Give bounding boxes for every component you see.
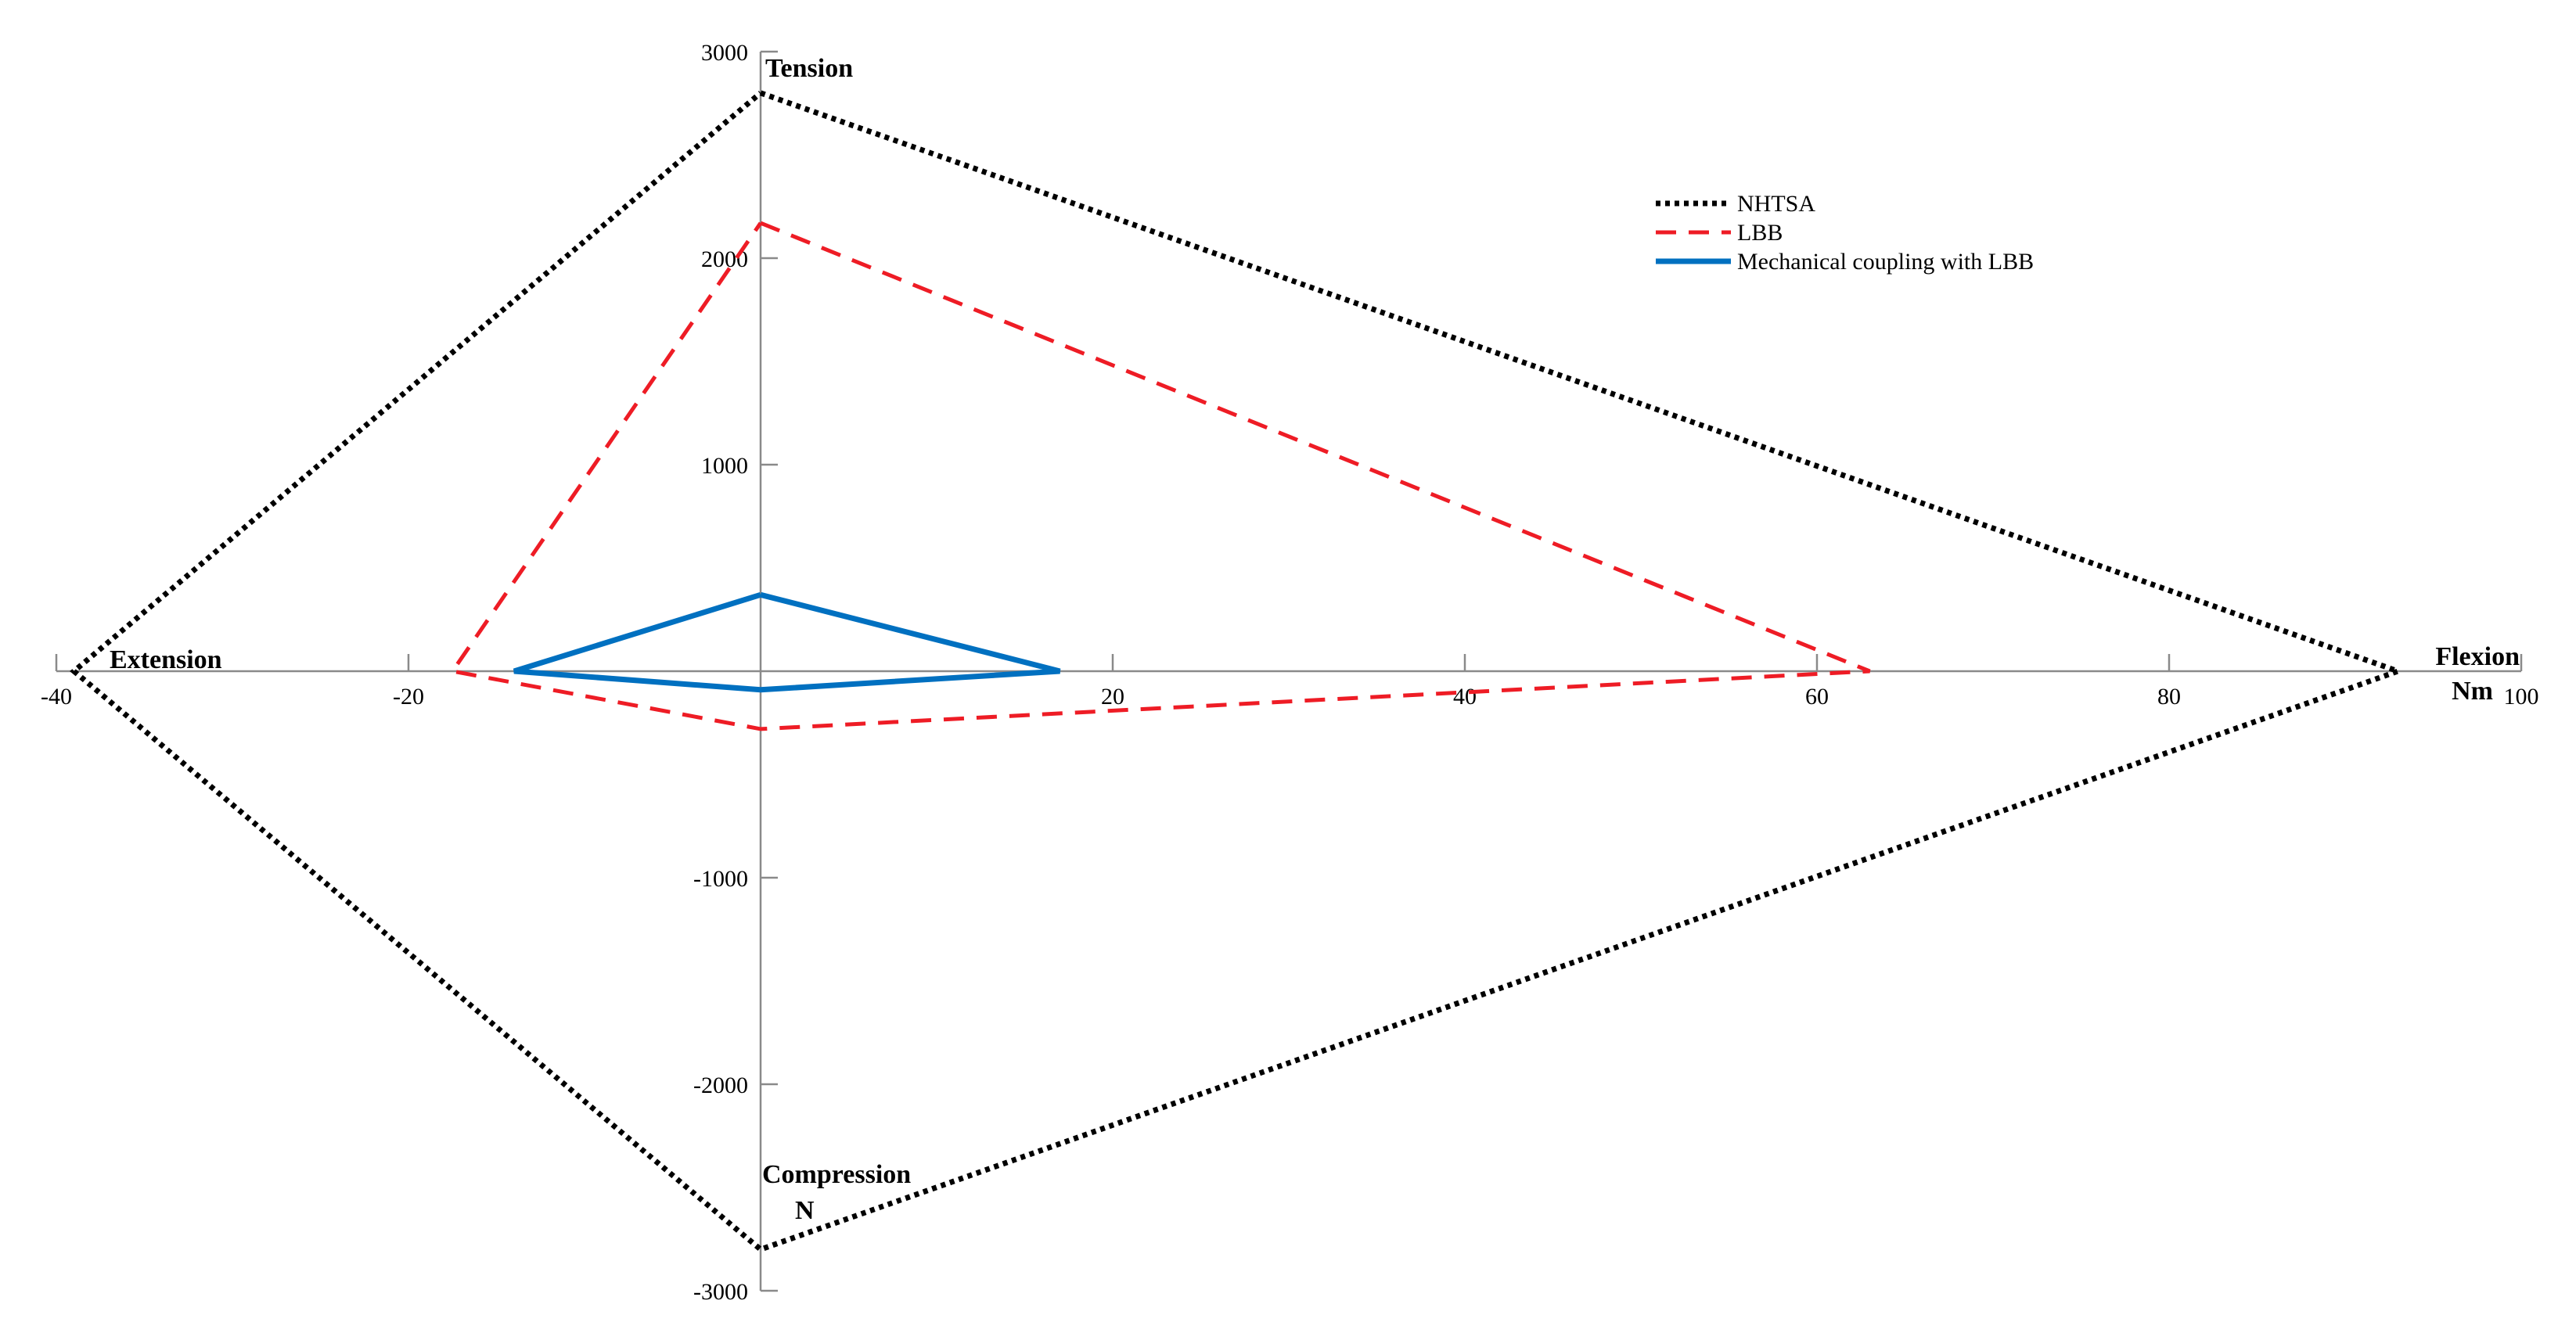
annotation-compression-unit: N xyxy=(795,1196,815,1225)
y-tick-label: 1000 xyxy=(701,453,748,479)
axes: -40 -20 20 40 60 80 100300020001000-1000-2000-… xyxy=(41,40,2539,1305)
series-group xyxy=(70,90,2407,1253)
annotation-compression: Compression xyxy=(762,1160,911,1189)
annotation-flexion: Flexion xyxy=(2435,642,2520,671)
legend-label-1: NHTSA xyxy=(1737,191,1815,217)
x-tick-label: -20 xyxy=(393,684,424,710)
y-tick-label: -1000 xyxy=(693,866,748,892)
annotation-flexion-unit: Nm xyxy=(2452,677,2493,706)
x-tick-label: 40 xyxy=(1453,684,1477,710)
x-tick-label: 80 xyxy=(2157,684,2181,710)
series-line-2 xyxy=(449,221,1871,731)
x-tick-label: 60 xyxy=(1805,684,1829,710)
series-line-3 xyxy=(513,591,1061,693)
legend-label-3: Mechanical coupling with LBB xyxy=(1737,249,2034,275)
y-tick-label: -2000 xyxy=(693,1073,748,1098)
x-tick-label: -40 xyxy=(41,684,72,710)
series-line-1 xyxy=(70,90,2407,1253)
y-tick-label: -3000 xyxy=(693,1279,748,1305)
x-tick-label: 100 xyxy=(2504,684,2539,710)
legend-label-2: LBB xyxy=(1737,220,1783,246)
x-tick-label: 20 xyxy=(1101,684,1124,710)
annotation-extension: Extension xyxy=(110,645,222,674)
legend: NHTSA LBB Mechanical coupling with LBB xyxy=(1656,191,2034,275)
y-tick-label: 3000 xyxy=(701,40,748,66)
annotation-tension: Tension xyxy=(765,54,853,83)
annotations: Tension Compression N Extension Flexion … xyxy=(110,54,2520,1225)
